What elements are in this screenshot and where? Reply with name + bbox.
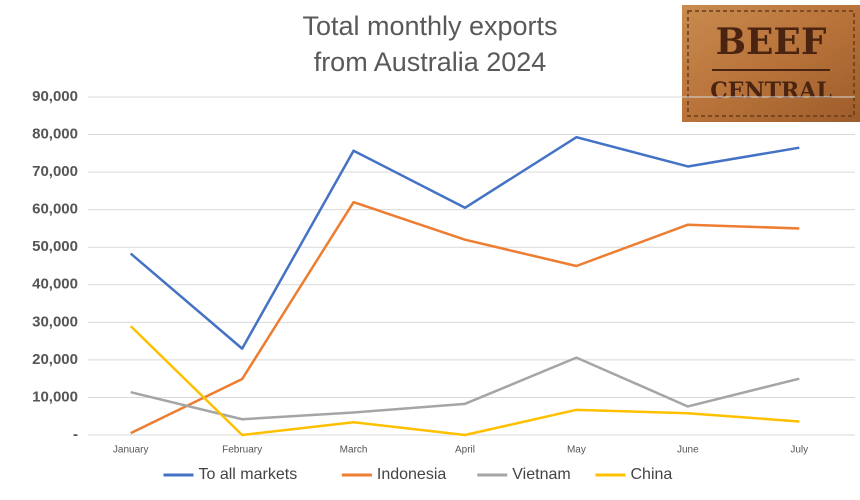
x-tick-label: February — [222, 445, 262, 456]
logo: BEEF CENTRAL — [682, 5, 860, 122]
line-series — [129, 135, 800, 350]
x-tick-label: March — [340, 445, 368, 456]
legend-label: Vietnam — [512, 466, 570, 483]
line-series — [130, 356, 800, 421]
line-series — [129, 325, 800, 437]
legend-label: China — [631, 466, 673, 483]
logo-text: CENTRAL — [710, 78, 832, 104]
x-tick-label: June — [677, 445, 699, 456]
y-tick-label: 50,000 — [32, 238, 78, 255]
y-tick-label: - — [73, 426, 78, 443]
y-tick-label: 80,000 — [32, 126, 78, 143]
x-tick-label: May — [567, 445, 586, 456]
y-tick-label: 40,000 — [32, 276, 78, 293]
logo-stitch — [687, 10, 855, 117]
logo-text: BEEF — [716, 21, 827, 63]
y-tick-label: 30,000 — [32, 313, 78, 330]
legend-label: Indonesia — [377, 466, 446, 483]
y-tick-label: 10,000 — [32, 388, 78, 405]
x-tick-label: July — [790, 445, 808, 456]
y-tick-label: 20,000 — [32, 351, 78, 368]
line-series — [130, 200, 800, 435]
y-tick-label: 60,000 — [32, 201, 78, 218]
y-tick-label: 70,000 — [32, 163, 78, 180]
chart-title: from Australia 2024 — [314, 47, 547, 77]
logo-background — [682, 5, 860, 122]
y-tick-label: 90,000 — [32, 88, 78, 105]
x-tick-label: January — [113, 445, 149, 456]
x-tick-label: April — [455, 445, 475, 456]
chart-title: Total monthly exports — [302, 11, 557, 41]
legend-label: To all markets — [199, 466, 298, 483]
